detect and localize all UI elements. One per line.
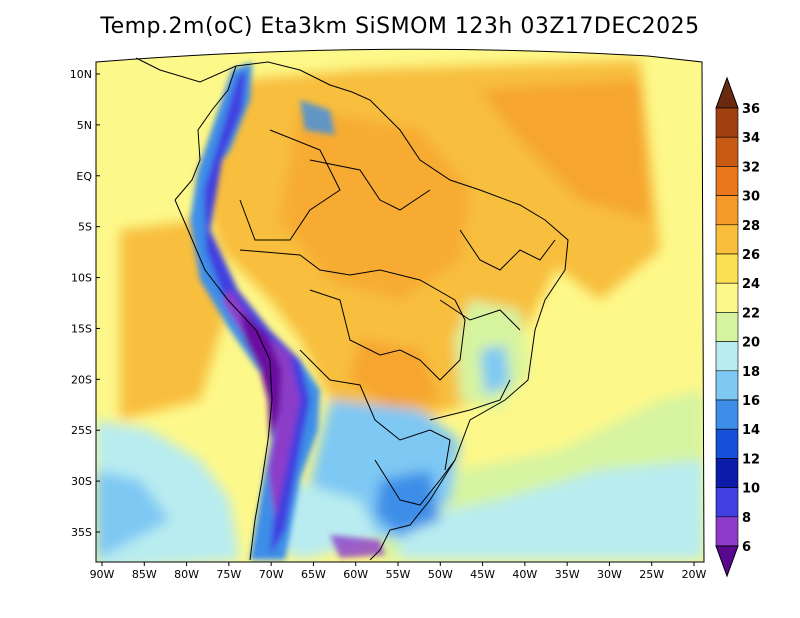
colorbar-segment	[715, 136, 739, 167]
colorbar-label: 26	[742, 248, 760, 263]
border-brazil-north	[239, 249, 456, 301]
colorbar-label: 24	[742, 277, 760, 292]
latitude-axis: 10N 5N EQ 5S 10S 15S 20S 25S 30S 35S	[70, 68, 100, 539]
colorbar-segment	[715, 282, 739, 313]
colorbar-bottom-arrow	[715, 545, 739, 578]
lat-tick-label: 35S	[71, 526, 92, 539]
colorbar-segment	[715, 224, 739, 255]
colorbar-segment	[715, 341, 739, 372]
lat-tick-label: 25S	[71, 424, 92, 437]
lon-tick-label: 30W	[597, 568, 622, 581]
colorbar-label: 8	[742, 511, 751, 526]
lon-tick-label: 50W	[428, 568, 453, 581]
field-highlands-cool	[480, 345, 510, 395]
field-pantanal-hot	[350, 340, 440, 410]
colorbar-label: 10	[742, 482, 760, 497]
field-guiana-highlands	[300, 100, 335, 135]
lon-tick-label: 90W	[90, 568, 115, 581]
colorbar-segment	[715, 428, 739, 459]
colorbar-label: 30	[742, 190, 760, 205]
colorbar-top-arrow	[715, 76, 739, 109]
field-cold-pacific	[96, 470, 170, 560]
field-hot-atlantic	[480, 80, 650, 220]
colorbar-segment	[715, 195, 739, 226]
lat-tick-label: 20S	[71, 373, 92, 386]
field-amazon-hot	[280, 110, 470, 300]
domain-frame	[95, 48, 705, 563]
colorbar-label: 14	[742, 423, 760, 438]
colorbar-segment	[715, 399, 739, 430]
coastline-pacific-north	[174, 65, 237, 201]
colorbar-label: 28	[742, 219, 760, 234]
lon-tick-label: 75W	[216, 568, 241, 581]
temperature-field	[96, 49, 704, 562]
lat-tick-label: 5N	[77, 119, 92, 132]
colorbar-segment	[715, 516, 739, 547]
lat-tick-label: 10S	[71, 272, 92, 285]
lon-tick-label: 60W	[343, 568, 368, 581]
lat-tick-label: EQ	[76, 170, 92, 183]
colorbar-label: 34	[742, 131, 760, 146]
map-title: Temp.2m(oC) Eta3km SiSMOM 123h 03Z17DEC2…	[100, 14, 700, 39]
longitude-axis: 90W 85W 80W 75W 70W 65W 60W 55W 50W 45W 40W 35W 30W 2…	[90, 562, 707, 581]
colorbar-segment	[715, 370, 739, 401]
colorbar: 36 34 32 30 28 26 24 22 20 18 16 14 12 10 8 6	[715, 76, 760, 578]
lon-tick-label: 80W	[174, 568, 199, 581]
lon-tick-label: 40W	[512, 568, 537, 581]
colorbar-label: 12	[742, 452, 760, 467]
colorbar-segment	[715, 253, 739, 284]
colorbar-label: 36	[742, 102, 760, 117]
border-central-states	[439, 299, 521, 331]
colorbar-label: 22	[742, 306, 760, 321]
map-outlines	[135, 57, 569, 561]
colorbar-label: 32	[742, 160, 760, 175]
field-altiplano-cold	[222, 290, 300, 520]
colorbar-segment	[715, 107, 739, 138]
lon-tick-label: 25W	[639, 568, 664, 581]
border-paraguay-argentina	[299, 349, 451, 471]
colorbar-label: 16	[742, 394, 760, 409]
colorbar-label: 18	[742, 365, 760, 380]
border-bolivia-brazil	[309, 289, 466, 381]
lon-tick-label: 45W	[470, 568, 495, 581]
colorbar-segment	[715, 166, 739, 196]
border-uruguay	[374, 459, 456, 506]
lat-tick-label: 5S	[78, 221, 92, 234]
coastline-atlantic	[135, 57, 569, 561]
colorbar-label: 6	[742, 540, 751, 555]
border-northeast-states	[459, 229, 556, 271]
lat-tick-label: 10N	[70, 68, 92, 81]
colorbar-segment	[715, 487, 739, 518]
border-southeast-states	[429, 379, 511, 421]
lat-tick-label: 15S	[71, 322, 92, 335]
lon-tick-label: 20W	[682, 568, 707, 581]
border-venezuela-brazil	[309, 159, 431, 211]
colorbar-label: 20	[742, 336, 760, 351]
field-patagonia-cold	[330, 535, 385, 558]
coastline-pacific-south	[174, 199, 273, 561]
field-cool-atlantic	[400, 460, 704, 560]
lon-tick-label: 55W	[386, 568, 411, 581]
colorbar-segment	[715, 312, 739, 342]
lat-tick-label: 30S	[71, 475, 92, 488]
lon-tick-label: 70W	[259, 568, 284, 581]
lon-tick-label: 35W	[555, 568, 580, 581]
lon-tick-label: 65W	[301, 568, 326, 581]
lon-tick-label: 85W	[132, 568, 157, 581]
colorbar-segment	[715, 458, 739, 488]
border-colombia-peru	[239, 129, 341, 241]
